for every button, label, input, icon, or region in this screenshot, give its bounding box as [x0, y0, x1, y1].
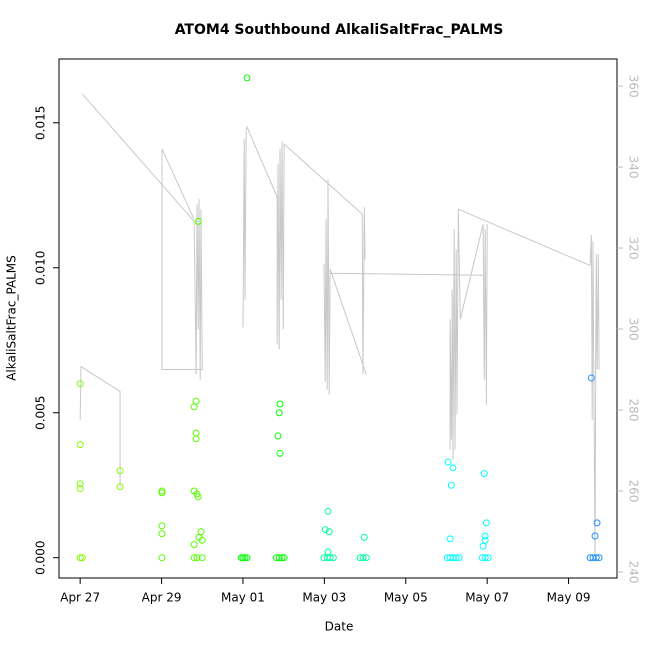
y2-tick-label: 260 [627, 480, 641, 503]
scatter-point [482, 519, 490, 527]
scatter-point [194, 217, 202, 225]
scatter-point [158, 554, 166, 562]
chart-title: ATOM4 Southbound AlkaliSaltFrac_PALMS [175, 22, 504, 38]
y-axis-label: AlkaliSaltFrac_PALMS [5, 255, 19, 381]
y2-tick-label: 320 [627, 237, 641, 260]
scatter-point [592, 554, 600, 562]
scatter-point [329, 554, 337, 562]
scatter-point [116, 467, 124, 475]
y-tick-label: 0.015 [34, 106, 48, 140]
scatter-point [360, 533, 368, 541]
scatter-point [158, 489, 166, 497]
scatter-point [449, 464, 457, 472]
x-tick-label: Apr 27 [60, 591, 100, 605]
scatter-point [359, 554, 367, 562]
y2-tick-label: 360 [627, 75, 641, 98]
scatter-point [481, 554, 489, 562]
x-tick-label: May 03 [302, 591, 346, 605]
x-tick-label: May 05 [384, 591, 428, 605]
scatter-point [587, 374, 595, 382]
scatter-point [275, 554, 283, 562]
scatter-point [76, 480, 84, 488]
scatter-point [595, 554, 603, 562]
scatter-point [116, 483, 124, 491]
scatter-point [190, 403, 198, 411]
scatter-point [325, 528, 333, 536]
scatter-point [158, 530, 166, 538]
scatter-point [593, 519, 601, 527]
scatter-point [455, 554, 463, 562]
scatter-point [76, 441, 84, 449]
scatter-point [324, 507, 332, 515]
scatter-point [446, 535, 454, 543]
y-tick-label: 0.010 [34, 251, 48, 285]
scatter-point [243, 74, 251, 82]
x-tick-label: May 01 [221, 591, 265, 605]
scatter-point [362, 554, 370, 562]
scatter-point [278, 554, 286, 562]
scatter-point [243, 554, 251, 562]
x-axis-label: Date [325, 620, 354, 634]
scatter-point [76, 485, 84, 493]
scatter-point [321, 526, 329, 534]
scatter-point [276, 400, 284, 408]
scatter-point [444, 458, 452, 466]
scatter-point [190, 541, 198, 549]
x-tick-label: Apr 29 [142, 591, 182, 605]
y2-tick-label: 240 [627, 560, 641, 583]
x-tick-label: May 09 [547, 591, 591, 605]
plot-frame [58, 58, 618, 579]
scatter-point [198, 536, 206, 544]
scatter-point [78, 554, 86, 562]
scatter-point [194, 493, 202, 501]
scatter-point [276, 449, 284, 457]
scatter-point [452, 554, 460, 562]
scatter-point [190, 554, 198, 562]
scatter-point [481, 532, 489, 540]
scatter-point [76, 554, 84, 562]
scatter-point [198, 554, 206, 562]
line-series [79, 93, 600, 560]
x-tick-label: May 07 [465, 591, 509, 605]
scatter-point [192, 435, 200, 443]
scatter-point [480, 470, 488, 478]
scatter-point [158, 522, 166, 530]
scatter-point [484, 554, 492, 562]
scatter-point [326, 554, 334, 562]
scatter-point [275, 409, 283, 417]
y2-tick-label: 300 [627, 318, 641, 341]
y-tick-label: 0.005 [34, 396, 48, 430]
scatter-point [239, 554, 247, 562]
scatter-point [479, 542, 487, 550]
scatter-point [76, 380, 84, 388]
scatter-point [447, 481, 455, 489]
y2-tick-label: 280 [627, 399, 641, 422]
scatter-point [274, 432, 282, 440]
scatter-point [591, 532, 599, 540]
scatter-point [280, 554, 288, 562]
y2-tick-label: 340 [627, 156, 641, 179]
y-tick-label: 0.000 [34, 541, 48, 575]
scatter-point [241, 554, 249, 562]
scatter-point [193, 554, 201, 562]
